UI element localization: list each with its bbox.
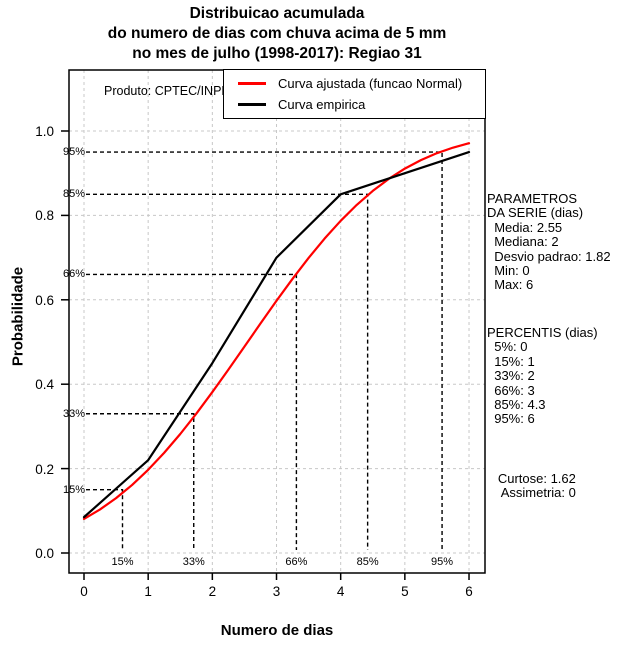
percentile-bottom-label: 85%	[356, 556, 379, 568]
stat-line: PARAMETROS	[487, 191, 578, 206]
stat-line: Curtose: 1.62	[487, 471, 576, 486]
x-axis-label: Numero de dias	[220, 622, 334, 639]
percentile-left-label: 15%	[62, 483, 85, 496]
percentile-left-label: 33%	[62, 407, 85, 420]
percentile-bottom-label: 33%	[182, 556, 205, 568]
percentile-bottom-label: 95%	[431, 556, 454, 568]
y-tick-label: 0.2	[35, 461, 54, 477]
legend-entry-empirical: Curva empirica	[224, 97, 485, 112]
fitted-line-icon	[238, 82, 266, 85]
x-tick-label: 6	[465, 584, 473, 599]
stat-line: 5%: 0	[487, 339, 528, 355]
stat-line: Media: 2.55	[487, 219, 563, 235]
y-tick-label: 0.8	[35, 208, 54, 224]
title-line-3: no mes de julho (1998-2017): Regiao 31	[132, 45, 422, 62]
x-tick-label: 5	[401, 584, 409, 599]
stats-block-percentis: PERCENTIS (dias) 5%: 0 15%: 1 33%: 2 66%…	[487, 325, 598, 427]
stat-line: Mediana: 2	[487, 234, 559, 250]
stat-line: 33%: 2	[487, 368, 535, 384]
percentile-left-label: 66%	[62, 268, 85, 281]
percentile-left-label: 85%	[62, 188, 85, 201]
stats-block-parametros: PARAMETROS DA SERIE (dias) Media: 2.55 Me…	[487, 191, 611, 293]
percentile-left-label: 95%	[62, 146, 85, 159]
empirical-line-icon	[238, 103, 266, 106]
stat-line: 85%: 4.3	[487, 397, 546, 413]
x-tick-label: 3	[272, 584, 281, 599]
title-line-1: Distribuicao acumulada	[189, 5, 365, 22]
y-axis-label: Probabilidade	[9, 266, 27, 367]
stat-line: 15%: 1	[487, 353, 535, 369]
product-note: Produto: CPTEC/INPE	[104, 84, 230, 98]
stat-line: PERCENTIS (dias)	[487, 325, 598, 340]
legend-label-empirical: Curva empirica	[278, 97, 366, 112]
y-tick-label: 0.6	[35, 292, 54, 308]
y-tick-label: 0.4	[35, 377, 54, 393]
chart-title: Distribuicao acumulada do numero de dias…	[69, 4, 485, 64]
stat-line: 95%: 6	[487, 411, 535, 427]
percentile-bottom-label: 15%	[111, 556, 134, 568]
stat-line: Assimetria: 0	[487, 485, 576, 501]
percentile-bottom-label: 66%	[285, 556, 308, 568]
legend-entry-fitted: Curva ajustada (funcao Normal)	[224, 76, 485, 91]
stat-line: Desvio padrao: 1.82	[487, 248, 611, 264]
x-tick-label: 2	[208, 584, 217, 599]
y-tick-label: 0.0	[35, 546, 54, 561]
legend-label-fitted: Curva ajustada (funcao Normal)	[278, 76, 463, 91]
stat-line: Max: 6	[487, 277, 534, 293]
x-tick-label: 4	[336, 584, 345, 599]
legend: Curva ajustada (funcao Normal) Curva emp…	[223, 69, 486, 119]
stat-line: Min: 0	[487, 263, 530, 279]
title-line-2: do numero de dias com chuva acima de 5 m…	[107, 25, 447, 42]
stat-line: 66%: 3	[487, 382, 535, 398]
stat-line: DA SERIE (dias)	[487, 205, 584, 221]
stats-block-momentos: Curtose: 1.62 Assimetria: 0	[487, 471, 576, 501]
y-tick-label: 1.0	[35, 124, 54, 139]
x-tick-label: 1	[144, 584, 152, 599]
x-tick-label: 0	[80, 584, 88, 599]
